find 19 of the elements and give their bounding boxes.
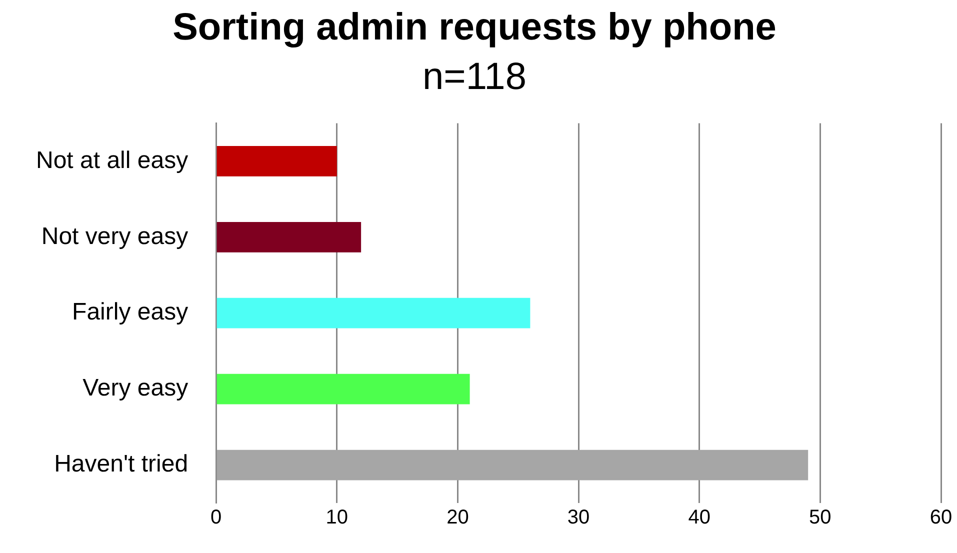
y-tick-label: Haven't tried [54, 450, 188, 478]
chart-title: Sorting admin requests by phone [172, 6, 776, 48]
x-tick-label: 30 [567, 506, 590, 529]
bar [216, 222, 362, 252]
x-tick-label: 50 [809, 506, 832, 529]
x-tick-label: 20 [446, 506, 469, 529]
y-tick-label: Not at all easy [36, 146, 188, 174]
bar [216, 298, 530, 328]
bar [216, 146, 337, 176]
y-tick-label: Fairly easy [72, 298, 188, 326]
x-tick-label: 40 [688, 506, 710, 529]
x-tick-label: 10 [326, 506, 348, 529]
x-tick-label: 0 [210, 506, 222, 529]
chart-subtitle: n=118 [422, 56, 526, 98]
bar [216, 450, 808, 480]
bar [216, 374, 470, 404]
y-tick-label: Very easy [82, 374, 188, 402]
y-tick-label: Not very easy [41, 222, 188, 250]
x-tick-label: 60 [930, 506, 952, 529]
